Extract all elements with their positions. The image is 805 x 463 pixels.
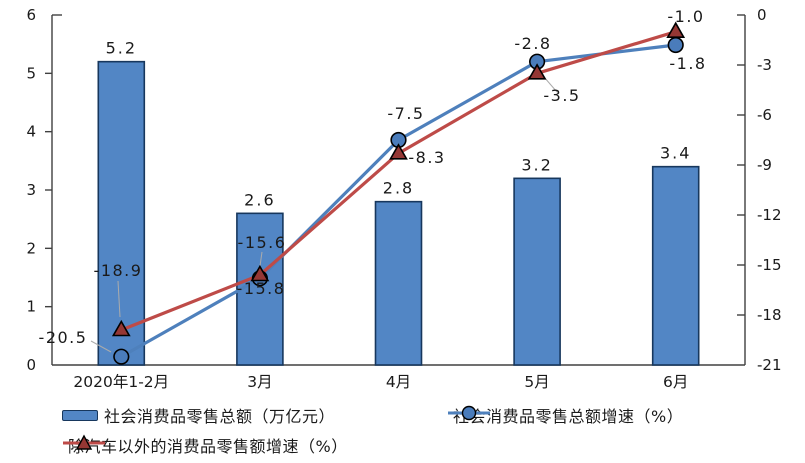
legend-label: 社会消费品零售总额增速（%）	[453, 407, 684, 426]
x-axis-category-label: 6月	[663, 373, 688, 391]
right-axis-tick-label: -9	[757, 156, 772, 174]
right-axis-tick-label: -21	[757, 356, 782, 374]
bar	[236, 212, 284, 366]
bar-data-label: 2.8	[383, 179, 414, 198]
line-data-label: -15.6	[238, 233, 287, 252]
triangle-marker	[666, 21, 686, 38]
x-axis-category-label: 4月	[386, 373, 411, 391]
legend-circle-line-icon	[448, 405, 490, 421]
x-axis-category-label: 2020年1-2月	[73, 373, 169, 391]
bar-data-label: 3.4	[660, 144, 691, 163]
line-data-label: -18.9	[94, 261, 143, 280]
legend-label: 除汽车以外的消费品零售额增速（%）	[68, 437, 348, 456]
legend-item-retail-growth: 社会消费品零售总额增速（%）	[447, 404, 683, 426]
x-axis-category-label: 5月	[524, 373, 549, 391]
left-axis-tick-label: 1	[26, 298, 36, 316]
left-axis-tick-label: 6	[26, 6, 36, 24]
line-data-label: -7.5	[387, 104, 424, 123]
right-axis-tick-label: -6	[757, 106, 772, 124]
triangle-marker	[250, 264, 270, 282]
line-data-label: -2.8	[514, 34, 551, 53]
label-leader-line	[259, 251, 263, 267]
right-axis-tick-label: -12	[757, 206, 782, 224]
legend-item-retail-excl-auto-growth: 除汽车以外的消费品零售额增速（%）	[62, 434, 348, 456]
right-axis-tick-label: -3	[757, 56, 772, 74]
x-axis-category-label: 3月	[247, 373, 272, 391]
bar	[513, 177, 561, 366]
bar	[374, 200, 423, 366]
legend-label: 社会消费品零售总额（万亿元）	[104, 407, 336, 426]
legend-item-retail-total: 社会消费品零售总额（万亿元）	[62, 404, 335, 426]
label-leader-line	[90, 340, 112, 353]
right-axis-tick-label: -15	[757, 256, 782, 274]
bar-data-label: 3.2	[521, 155, 552, 174]
bar	[97, 60, 146, 366]
triangle-marker	[527, 63, 547, 80]
legend-bar-swatch-icon	[62, 409, 98, 421]
line-data-label: -15.8	[237, 279, 286, 298]
line-data-label: -8.3	[408, 148, 445, 167]
bar-data-label: 2.6	[244, 190, 275, 209]
left-axis-tick-label: 0	[26, 356, 36, 374]
line-data-label: -1.8	[669, 54, 706, 73]
right-axis-tick-label: 0	[757, 6, 767, 24]
line-data-label: -1.0	[667, 7, 704, 26]
right-axis-tick-label: -18	[757, 306, 782, 324]
bar	[651, 165, 700, 366]
label-leader-line	[117, 280, 121, 318]
circle-marker	[113, 348, 130, 365]
triangle-marker	[389, 143, 408, 160]
triangle-marker	[111, 319, 131, 337]
chart-legend: 社会消费品零售总额（万亿元） 社会消费品零售总额增速（%） 除汽车以外的消费品零…	[0, 398, 805, 463]
combo-chart-svg: 0 1 2 3 4 5 6 0 -3 -6 -9 -12 -15 -18 -21 2020年1-2月 3月 4月 5…	[26, 6, 782, 391]
legend-triangle-line-icon	[63, 434, 105, 450]
left-axis-tick-label: 3	[26, 181, 36, 199]
left-axis-tick-label: 5	[26, 64, 36, 82]
left-axis-tick-label: 4	[26, 123, 36, 141]
left-axis-tick-label: 2	[26, 239, 36, 257]
bar-data-label: 5.2	[106, 39, 137, 58]
line-data-label: -3.5	[543, 86, 580, 105]
line-data-label: -20.5	[39, 328, 88, 347]
circle-marker	[667, 36, 684, 54]
